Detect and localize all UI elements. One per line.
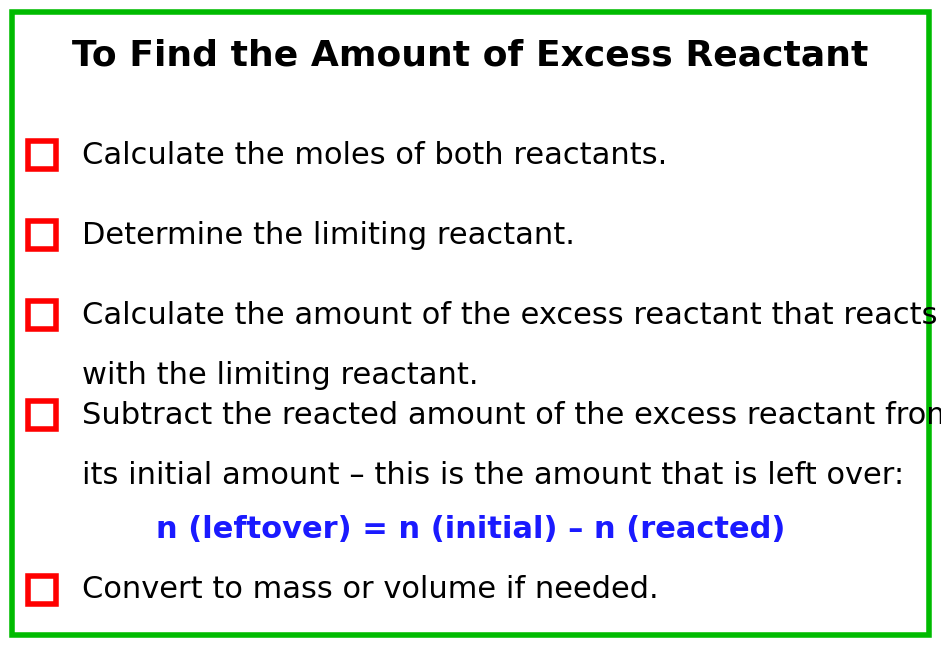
Text: Determine the limiting reactant.: Determine the limiting reactant.: [82, 221, 575, 250]
Text: Calculate the amount of the excess reactant that reacts: Calculate the amount of the excess react…: [82, 300, 937, 329]
Bar: [28, 221, 56, 249]
Text: Convert to mass or volume if needed.: Convert to mass or volume if needed.: [82, 575, 659, 604]
Text: n (leftover) = n (initial) – n (reacted): n (leftover) = n (initial) – n (reacted): [156, 516, 785, 545]
Text: To Find the Amount of Excess Reactant: To Find the Amount of Excess Reactant: [72, 38, 869, 72]
Bar: [28, 301, 56, 329]
Text: Calculate the moles of both reactants.: Calculate the moles of both reactants.: [82, 140, 667, 170]
Bar: [28, 141, 56, 169]
Text: its initial amount – this is the amount that is left over:: its initial amount – this is the amount …: [82, 461, 904, 490]
Bar: [28, 401, 56, 429]
Text: Subtract the reacted amount of the excess reactant from: Subtract the reacted amount of the exces…: [82, 400, 941, 430]
Bar: [28, 576, 56, 604]
Text: with the limiting reactant.: with the limiting reactant.: [82, 360, 479, 389]
